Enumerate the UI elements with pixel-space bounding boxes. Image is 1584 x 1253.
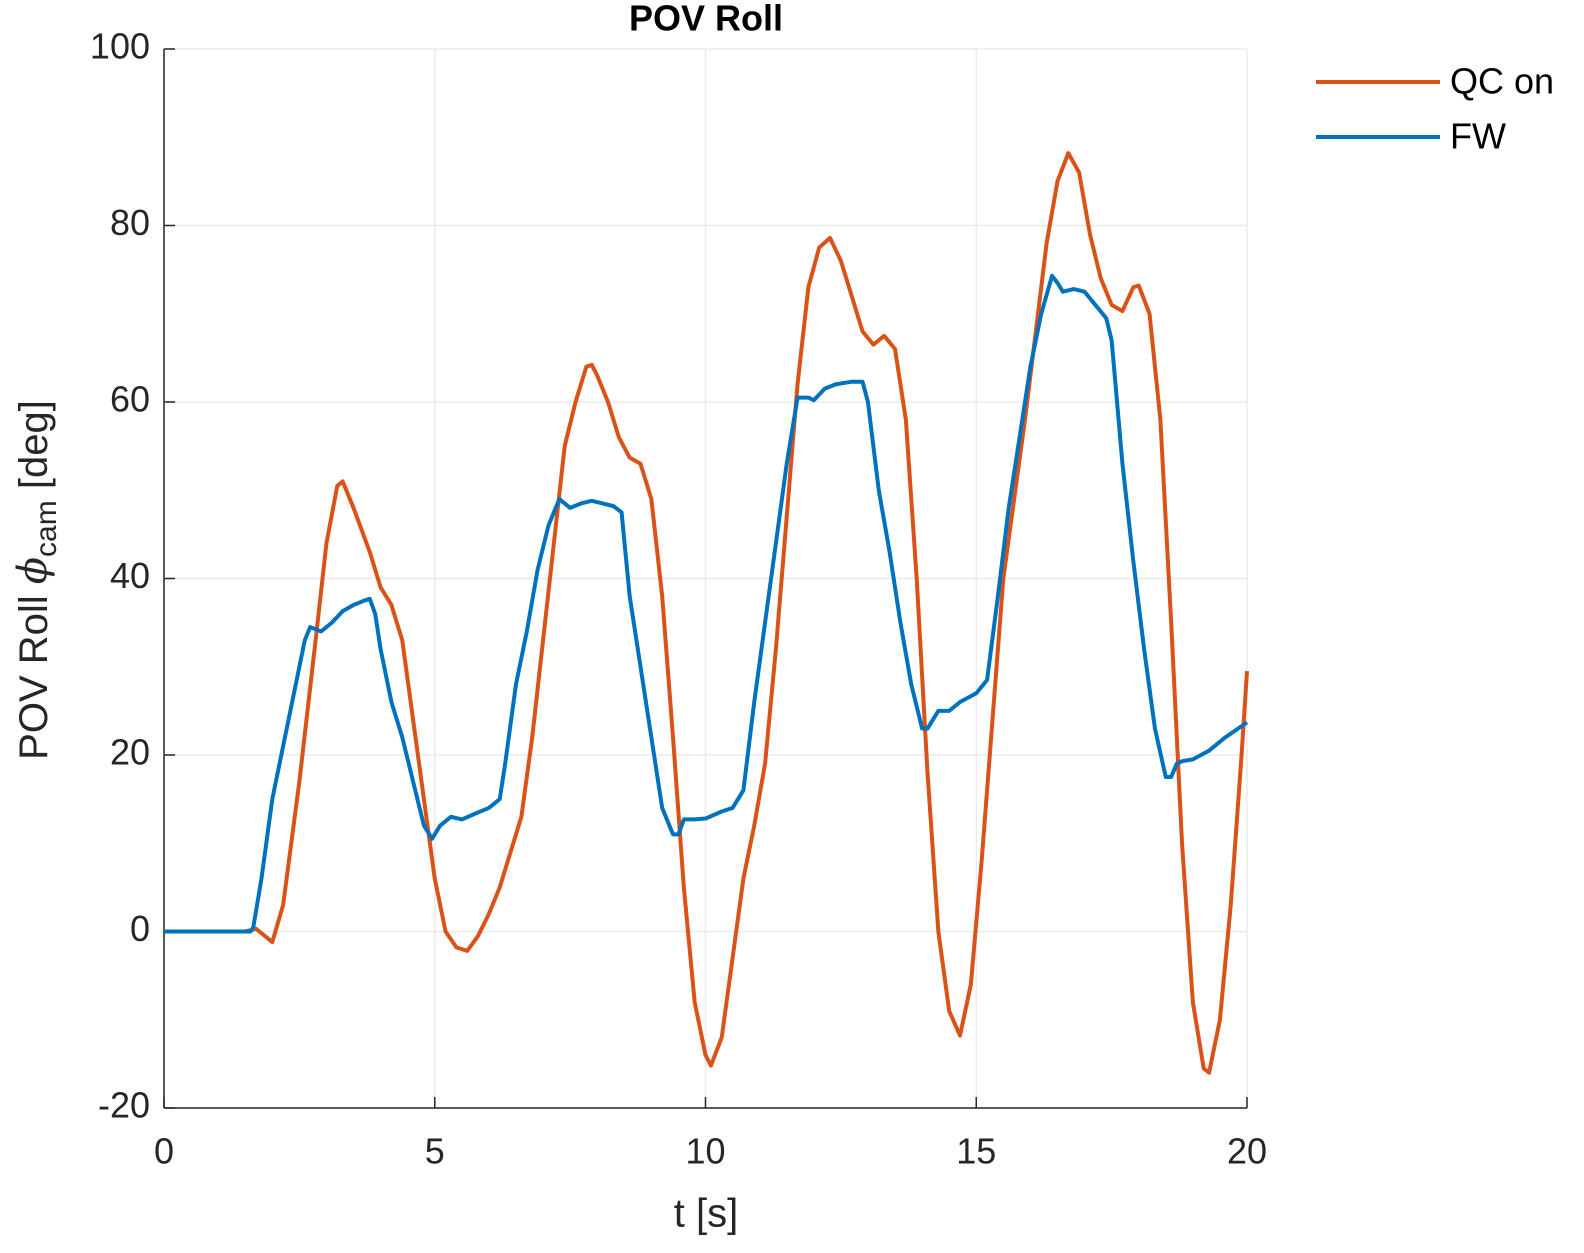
series-line [164,151,1249,1075]
legend-label: FW [1450,116,1506,157]
y-tick-label: 40 [110,555,150,596]
x-tick-label: 20 [1227,1131,1267,1172]
x-tick-label: 15 [956,1131,996,1172]
y-tick-label: 0 [130,908,150,949]
y-tick-label: 100 [90,26,150,67]
chart-title: POV Roll [629,0,783,39]
x-axis-label: t [s] [674,1192,738,1236]
y-tick-label: 20 [110,732,150,773]
y-label-unit: [deg] [12,400,56,489]
series-line [164,273,1249,934]
x-tick-label: 10 [685,1131,725,1172]
x-tick-label: 5 [425,1131,445,1172]
y-axis-label: POV Roll ϕcam [deg] [10,400,63,760]
y-tick-label: 80 [110,202,150,243]
y-label-symbol: ϕ [10,557,56,584]
y-label-subscript: cam [30,500,63,557]
y-tick-label: -20 [98,1085,150,1126]
legend-label: QC on [1450,61,1554,102]
y-label-text: POV Roll [12,595,56,760]
x-tick-label: 0 [154,1131,174,1172]
y-tick-label: 60 [110,379,150,420]
